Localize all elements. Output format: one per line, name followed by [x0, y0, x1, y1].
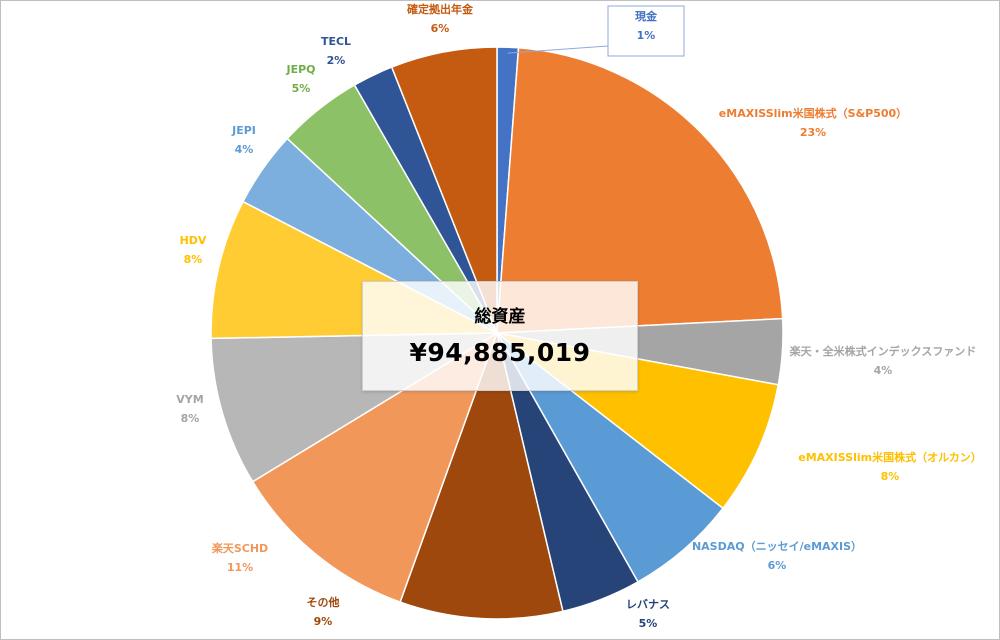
slice-name-label: NASDAQ（ニッセイ/eMAXIS）: [692, 540, 862, 553]
callout-box: [607, 5, 685, 57]
slice-name-label: 楽天・全米株式インデックスファンド: [789, 344, 977, 358]
slice-name-label: JEPQ: [285, 63, 315, 76]
total-assets-title: 総資産: [474, 307, 526, 327]
slice-name-label: eMAXISSlim米国株式（オルカン）: [798, 450, 982, 464]
slice-percent-label: 5%: [639, 617, 658, 630]
slice-percent-label: 2%: [327, 54, 346, 67]
slice-percent-label: 5%: [292, 82, 311, 95]
slices-group: [210, 46, 784, 620]
slice-percent-label: 6%: [431, 22, 450, 35]
slice-percent-label: 23%: [800, 126, 826, 139]
slice-percent-label: 11%: [227, 561, 253, 574]
slice-percent-label: 4%: [235, 143, 254, 156]
labels-group: 現金 1% eMAXISSlim米国株式（S&P500） 23% 楽天・全米株式インデッ…: [176, 2, 981, 630]
slice-name-label: eMAXISSlim米国株式（S&P500）: [719, 106, 907, 120]
slice-name-label: 現金: [635, 9, 658, 23]
pie-slice: [496, 47, 784, 334]
slice-percent-label: 8%: [184, 253, 203, 266]
slice-name-label: HDV: [180, 234, 207, 247]
slice-percent-label: 6%: [768, 559, 787, 572]
slice-percent-label: 1%: [637, 29, 656, 42]
slice-name-label: TECL: [321, 35, 351, 48]
total-assets-value: ¥94,885,019: [409, 338, 591, 367]
slice-percent-label: 8%: [881, 470, 900, 483]
total-assets-box: 総資産 ¥94,885,019: [362, 281, 638, 391]
slice-percent-label: 4%: [874, 364, 893, 377]
slice-name-label: 楽天SCHD: [211, 541, 268, 555]
slice-name-label: その他: [307, 595, 340, 609]
pie-slice: [390, 46, 498, 334]
pie-slice: [399, 330, 564, 620]
slice-name-label: JEPI: [231, 124, 256, 137]
slice-percent-label: 9%: [314, 615, 333, 628]
slice-name-label: レバナス: [626, 598, 670, 611]
callout-leader-line: [507, 45, 609, 54]
slice-percent-label: 8%: [181, 412, 200, 425]
pie-slice: [496, 332, 725, 583]
slice-name-label: 確定拠出年金: [407, 2, 474, 16]
pie-slice: [251, 331, 499, 604]
slice-name-label: VYM: [176, 393, 203, 406]
